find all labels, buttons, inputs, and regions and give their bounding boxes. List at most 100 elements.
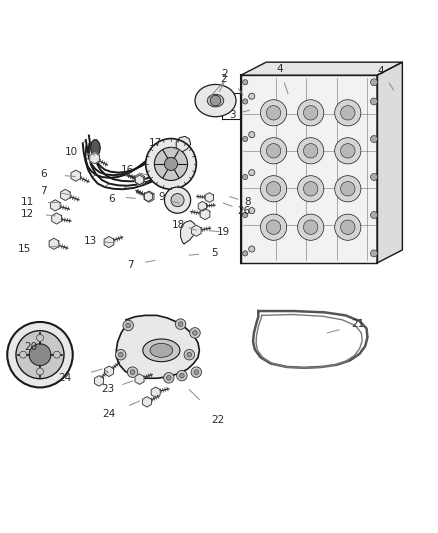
- Circle shape: [175, 319, 186, 329]
- Polygon shape: [52, 213, 61, 224]
- Text: 21: 21: [351, 319, 364, 329]
- Polygon shape: [135, 174, 145, 185]
- Polygon shape: [105, 366, 113, 376]
- Polygon shape: [117, 316, 199, 378]
- Text: 18: 18: [172, 220, 185, 230]
- Circle shape: [36, 368, 43, 375]
- Circle shape: [180, 373, 184, 378]
- Circle shape: [371, 212, 378, 219]
- Circle shape: [184, 350, 194, 360]
- Circle shape: [371, 79, 378, 86]
- Circle shape: [341, 220, 355, 235]
- Circle shape: [210, 95, 221, 106]
- Circle shape: [266, 106, 281, 120]
- Polygon shape: [142, 397, 152, 407]
- Polygon shape: [241, 75, 377, 263]
- Circle shape: [16, 330, 64, 379]
- Circle shape: [193, 330, 198, 335]
- Polygon shape: [90, 152, 99, 164]
- Text: 8: 8: [244, 197, 251, 207]
- Circle shape: [371, 98, 378, 105]
- Polygon shape: [71, 170, 81, 181]
- Circle shape: [249, 207, 255, 214]
- Circle shape: [178, 322, 183, 327]
- Polygon shape: [60, 189, 70, 200]
- Text: 2: 2: [220, 74, 227, 84]
- Polygon shape: [205, 193, 214, 203]
- Circle shape: [191, 367, 201, 377]
- Circle shape: [261, 138, 287, 164]
- Circle shape: [194, 370, 199, 375]
- Ellipse shape: [195, 84, 236, 117]
- Circle shape: [335, 214, 361, 240]
- Circle shape: [243, 251, 248, 256]
- Circle shape: [118, 352, 123, 357]
- Circle shape: [243, 212, 248, 217]
- Circle shape: [297, 138, 324, 164]
- Polygon shape: [151, 387, 160, 398]
- Circle shape: [249, 93, 255, 99]
- Circle shape: [187, 352, 192, 357]
- Text: 6: 6: [109, 194, 115, 204]
- Circle shape: [341, 182, 355, 196]
- Text: 22: 22: [212, 415, 225, 425]
- Ellipse shape: [150, 343, 173, 357]
- Text: 16: 16: [121, 165, 134, 175]
- Circle shape: [335, 138, 361, 164]
- Text: 13: 13: [84, 236, 97, 246]
- Circle shape: [266, 182, 281, 196]
- Circle shape: [335, 100, 361, 126]
- Circle shape: [127, 367, 138, 377]
- Circle shape: [190, 328, 200, 338]
- Circle shape: [371, 174, 378, 181]
- Polygon shape: [91, 140, 100, 157]
- Circle shape: [177, 370, 187, 381]
- Text: 23: 23: [101, 384, 114, 394]
- Circle shape: [371, 250, 378, 257]
- Text: 15: 15: [18, 244, 32, 254]
- Circle shape: [36, 334, 43, 341]
- Text: 2: 2: [221, 69, 228, 79]
- Circle shape: [335, 176, 361, 202]
- Circle shape: [166, 375, 171, 380]
- Polygon shape: [198, 201, 207, 211]
- Text: 10: 10: [65, 147, 78, 157]
- Circle shape: [243, 79, 248, 85]
- Circle shape: [249, 132, 255, 138]
- Circle shape: [304, 182, 318, 196]
- Ellipse shape: [143, 339, 180, 362]
- Text: 24: 24: [59, 373, 72, 383]
- Circle shape: [261, 100, 287, 126]
- Text: 17: 17: [149, 139, 162, 148]
- Circle shape: [164, 187, 191, 213]
- Circle shape: [53, 351, 60, 358]
- Text: 12: 12: [21, 209, 35, 219]
- Circle shape: [7, 322, 73, 387]
- Text: 6: 6: [40, 169, 47, 179]
- Polygon shape: [95, 376, 103, 386]
- Polygon shape: [104, 237, 114, 248]
- Polygon shape: [200, 208, 210, 220]
- Circle shape: [249, 246, 255, 252]
- Circle shape: [261, 176, 287, 202]
- Text: 9: 9: [158, 192, 165, 201]
- Polygon shape: [241, 62, 403, 75]
- Circle shape: [20, 351, 27, 358]
- Circle shape: [266, 220, 281, 235]
- Text: 4: 4: [377, 66, 384, 76]
- Polygon shape: [180, 221, 196, 244]
- Text: 4: 4: [277, 64, 283, 74]
- Circle shape: [164, 157, 177, 171]
- Text: 20: 20: [24, 342, 37, 352]
- Circle shape: [130, 370, 135, 375]
- Circle shape: [304, 106, 318, 120]
- Polygon shape: [144, 192, 152, 201]
- Circle shape: [297, 176, 324, 202]
- Polygon shape: [135, 374, 144, 384]
- Circle shape: [154, 147, 187, 181]
- Circle shape: [297, 214, 324, 240]
- Circle shape: [304, 220, 318, 235]
- Text: 24: 24: [102, 409, 116, 419]
- Circle shape: [371, 135, 378, 142]
- Polygon shape: [145, 191, 154, 202]
